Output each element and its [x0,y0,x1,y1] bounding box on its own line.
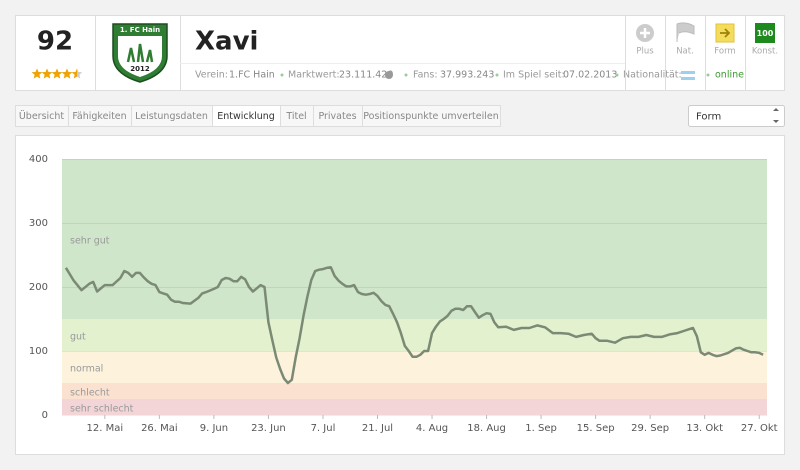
rating [31,68,83,79]
separator [404,73,408,77]
tab-label[interactable]: Übersicht [19,111,65,122]
button-label[interactable]: Nat. [676,47,694,57]
club-logo: 1. FC Hain 2012 [112,23,168,83]
button[interactable]: 100 Konst. [752,23,778,57]
band-label: sehr schlecht [70,404,134,415]
logo-year: 2012 [130,65,150,73]
y-tick-label: 400 [29,154,48,165]
tab[interactable]: Titel [280,105,314,127]
chart: sehr gut gut normal schlecht sehr schlecht 0 1… [29,154,778,434]
info-label: Fans: [413,70,438,81]
select[interactable]: Form [688,105,785,127]
info-label: Verein: [195,70,228,81]
band-label: gut [70,332,86,343]
y-tick-label: 100 [29,346,48,357]
button-label[interactable]: Konst. [752,47,778,57]
info-label: Marktwert: [288,70,340,81]
band [62,383,767,399]
star [41,68,53,79]
tab[interactable]: Entwicklung [212,105,281,127]
tab-label[interactable]: Positionspunkte umverteilen [363,111,498,122]
button[interactable]: Plus [636,24,654,57]
logo-text: 1. FC Hain [120,26,160,34]
x-tick-label: 18. Aug [467,423,506,434]
select-value[interactable]: Form [696,112,721,123]
x-tick-label: 29. Sep [631,423,669,434]
flag-stripe [681,74,695,77]
info-label: Im Spiel seit: [503,70,565,81]
icon[interactable] [755,23,775,43]
band [62,399,767,415]
star-fill [32,68,77,79]
tabs: Übersicht Fähigkeiten Leistungsdaten Entwic… [15,105,501,127]
player-name: Xavi [195,27,258,57]
tab-label[interactable]: Titel [285,111,306,122]
select-box[interactable] [688,105,785,127]
x-tick-label: 21. Jul [362,423,393,434]
band-label: schlecht [70,388,110,399]
icon[interactable] [640,28,650,38]
action-buttons: Plus Nat. Form 100 Konst. [625,15,778,90]
tab[interactable]: Privates [313,105,363,127]
info-value: 07.02.2013 [563,70,617,81]
separator [615,73,619,77]
band [62,319,767,351]
tab-label[interactable]: Privates [318,111,356,122]
star [51,68,63,79]
x-tick-label: 26. Mai [141,423,178,434]
x-tick-label: 23. Jun [251,423,286,434]
coin-icon [385,71,393,79]
tab-label[interactable]: Fähigkeiten [72,111,126,122]
band-label: sehr gut [70,236,110,247]
tab[interactable]: Positionspunkte umverteilen [362,105,501,127]
button[interactable]: Form [714,23,736,57]
line [64,265,764,385]
y-tick-label: 0 [42,410,48,421]
y-tick-label: 200 [29,282,48,293]
icon[interactable] [720,28,731,38]
x-tick-label: 27. Okt [741,423,778,434]
tab-label[interactable]: Leistungsdaten [135,111,208,122]
icon[interactable] [676,22,695,42]
band-label: normal [70,364,103,375]
button[interactable]: Nat. [676,22,695,57]
x-tick-label: 13. Okt [686,423,723,434]
button-label[interactable]: Form [714,47,735,57]
x-tick-label: 12. Mai [87,423,124,434]
tab[interactable]: Leistungsdaten [131,105,213,127]
y-tick-label: 300 [29,218,48,229]
info-value: 1.FC Hain [229,70,275,81]
info-label: Nationalität: [623,70,682,81]
separator [280,73,284,77]
info-line: Verein: 1.FC Hain Marktwert: 23.111.420 Fans… [195,70,744,81]
status: online [715,70,744,81]
x-tick-label: 1. Sep [525,423,557,434]
info-value: 23.111.420 [339,70,393,81]
konst-value[interactable]: 100 [757,29,774,38]
info-value: 37.993.243 [440,70,494,81]
star [61,68,73,79]
star [32,68,43,79]
tab[interactable]: Fähigkeiten [68,105,132,127]
x-tick-label: 15. Sep [577,423,615,434]
separator [706,73,710,77]
band [62,159,767,319]
score: 92 [37,27,73,57]
tab[interactable]: Übersicht [15,105,69,127]
x-tick-label: 9. Jun [200,423,228,434]
star [71,68,77,79]
x-tick-label: 4. Aug [416,423,448,434]
x-tick-label: 7. Jul [311,423,336,434]
button-label[interactable]: Plus [636,47,654,57]
tab-label[interactable]: Entwicklung [217,111,275,122]
separator [495,73,499,77]
tab-box[interactable] [362,105,501,127]
